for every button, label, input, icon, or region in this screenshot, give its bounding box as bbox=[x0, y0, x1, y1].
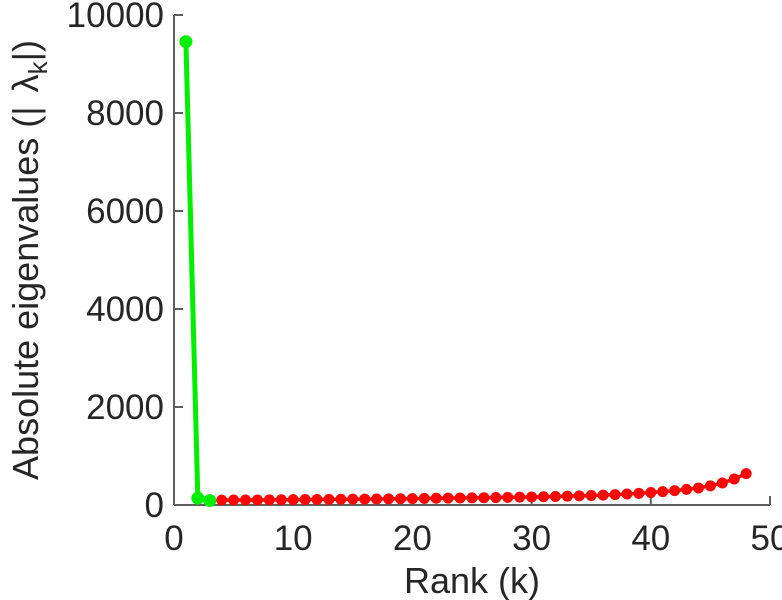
y-axis-title-part: Absolute eigenvalues (| bbox=[5, 106, 46, 480]
data-point-bulk-eigenvalues bbox=[645, 487, 657, 499]
data-point-bulk-eigenvalues bbox=[275, 494, 287, 506]
data-point-bulk-eigenvalues bbox=[669, 485, 681, 497]
data-point-bulk-eigenvalues bbox=[263, 494, 275, 506]
data-point-bulk-eigenvalues bbox=[335, 493, 347, 505]
y-axis-title-part: λ bbox=[5, 74, 46, 92]
data-point-bulk-eigenvalues bbox=[561, 490, 573, 502]
data-point-bulk-eigenvalues bbox=[704, 480, 716, 492]
data-point-bulk-eigenvalues bbox=[466, 492, 478, 504]
data-point-bulk-eigenvalues bbox=[228, 494, 240, 506]
data-point-bulk-eigenvalues bbox=[478, 492, 490, 504]
y-tick-label: 8000 bbox=[86, 94, 164, 133]
y-axis-title-part: |) bbox=[5, 40, 46, 61]
data-point-bulk-eigenvalues bbox=[502, 491, 514, 503]
x-axis-title: Rank (k) bbox=[404, 560, 540, 600]
data-point-bulk-eigenvalues bbox=[573, 490, 585, 502]
data-point-leading-eigenvalues bbox=[191, 491, 205, 505]
data-point-bulk-eigenvalues bbox=[454, 492, 466, 504]
x-tick-label: 10 bbox=[274, 519, 313, 558]
data-point-bulk-eigenvalues bbox=[299, 494, 311, 506]
data-point-bulk-eigenvalues bbox=[716, 477, 728, 489]
data-point-bulk-eigenvalues bbox=[728, 473, 740, 485]
data-point-bulk-eigenvalues bbox=[287, 494, 299, 506]
data-point-bulk-eigenvalues bbox=[323, 493, 335, 505]
data-point-bulk-eigenvalues bbox=[740, 468, 752, 480]
y-tick-label: 6000 bbox=[86, 192, 164, 231]
y-axis-title: Absolute eigenvalues (| λk|) bbox=[5, 40, 53, 480]
data-point-leading-eigenvalues bbox=[179, 35, 193, 49]
data-point-bulk-eigenvalues bbox=[681, 483, 693, 495]
y-tick-label: 10000 bbox=[67, 0, 164, 35]
x-tick-label: 0 bbox=[164, 519, 183, 558]
data-point-bulk-eigenvalues bbox=[216, 494, 228, 506]
data-point-bulk-eigenvalues bbox=[371, 493, 383, 505]
data-point-bulk-eigenvalues bbox=[251, 494, 263, 506]
data-point-bulk-eigenvalues bbox=[514, 491, 526, 503]
data-point-bulk-eigenvalues bbox=[406, 493, 418, 505]
data-point-bulk-eigenvalues bbox=[597, 489, 609, 501]
data-point-bulk-eigenvalues bbox=[633, 487, 645, 499]
data-point-bulk-eigenvalues bbox=[383, 493, 395, 505]
data-point-bulk-eigenvalues bbox=[621, 488, 633, 500]
data-point-bulk-eigenvalues bbox=[347, 493, 359, 505]
x-tick-label: 50 bbox=[751, 519, 782, 558]
y-axis-title-part: k bbox=[23, 60, 53, 74]
data-point-bulk-eigenvalues bbox=[359, 493, 371, 505]
data-point-leading-eigenvalues bbox=[203, 494, 217, 508]
data-point-bulk-eigenvalues bbox=[418, 492, 430, 504]
y-tick-label: 0 bbox=[145, 486, 164, 525]
data-point-bulk-eigenvalues bbox=[538, 491, 550, 503]
data-point-bulk-eigenvalues bbox=[657, 486, 669, 498]
x-tick-label: 20 bbox=[393, 519, 432, 558]
x-tick-label: 30 bbox=[512, 519, 551, 558]
y-tick-label: 2000 bbox=[86, 388, 164, 427]
data-point-bulk-eigenvalues bbox=[609, 489, 621, 501]
data-point-bulk-eigenvalues bbox=[394, 493, 406, 505]
data-point-bulk-eigenvalues bbox=[549, 490, 561, 502]
data-point-bulk-eigenvalues bbox=[311, 493, 323, 505]
data-point-bulk-eigenvalues bbox=[490, 492, 502, 504]
data-point-bulk-eigenvalues bbox=[585, 489, 597, 501]
data-point-bulk-eigenvalues bbox=[240, 494, 252, 506]
data-point-bulk-eigenvalues bbox=[692, 482, 704, 494]
data-point-bulk-eigenvalues bbox=[442, 492, 454, 504]
y-tick-label: 4000 bbox=[86, 290, 164, 329]
x-tick-label: 40 bbox=[631, 519, 670, 558]
data-point-bulk-eigenvalues bbox=[430, 492, 442, 504]
data-point-bulk-eigenvalues bbox=[526, 491, 538, 503]
